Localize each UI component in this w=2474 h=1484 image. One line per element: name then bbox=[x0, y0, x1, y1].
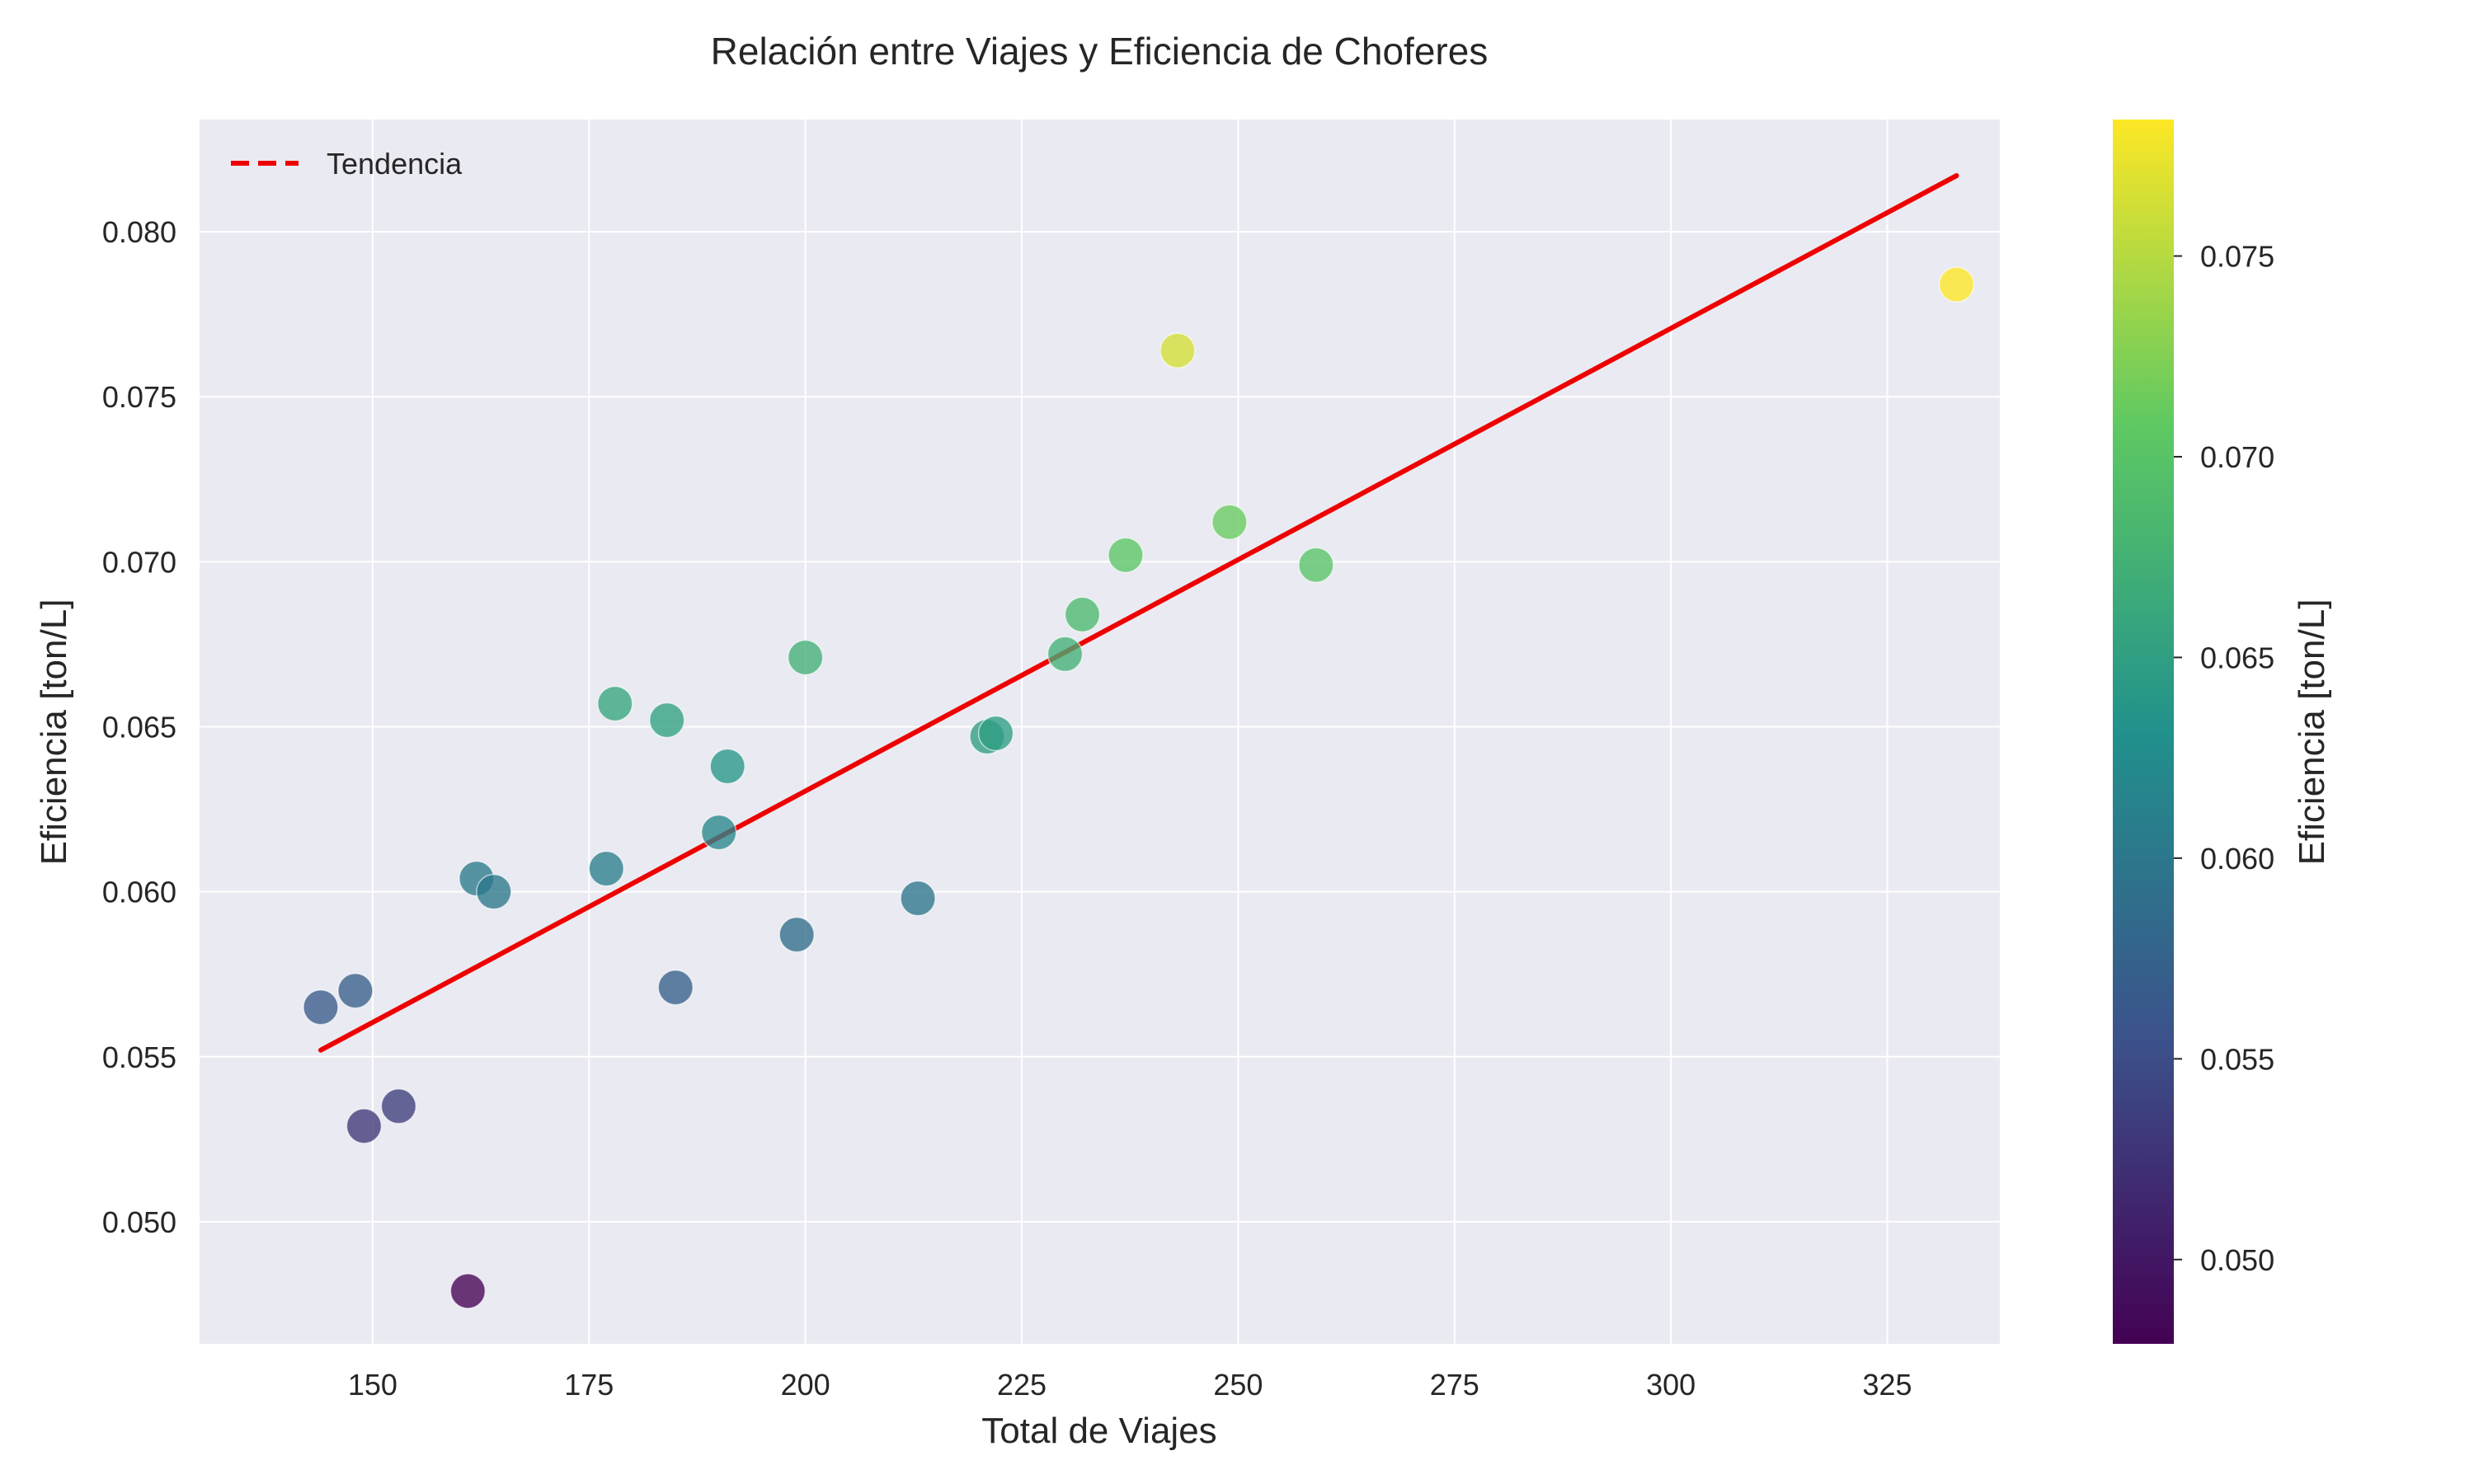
x-tick-325: 325 bbox=[1863, 1368, 1912, 1402]
data-point-20 bbox=[1064, 596, 1101, 633]
data-point-15 bbox=[787, 639, 824, 676]
data-point-14 bbox=[778, 916, 815, 953]
y-tick-0.075: 0.075 bbox=[102, 380, 176, 414]
data-point-10 bbox=[648, 702, 685, 739]
y-axis-label: Eficiencia [ton/L] bbox=[34, 599, 74, 866]
x-tick-250: 250 bbox=[1213, 1368, 1263, 1402]
legend: Tendencia bbox=[231, 147, 463, 181]
y-tick-0.080: 0.080 bbox=[102, 215, 176, 249]
data-point-21 bbox=[1108, 537, 1144, 574]
plot-area bbox=[200, 120, 2000, 1344]
data-point-23 bbox=[1211, 504, 1248, 541]
colorbar-label: Eficiencia [ton/L] bbox=[2292, 599, 2332, 866]
data-point-19 bbox=[1047, 636, 1084, 673]
y-tick-0.060: 0.060 bbox=[102, 876, 176, 909]
data-point-9 bbox=[597, 685, 633, 722]
data-point-18 bbox=[977, 715, 1014, 752]
x-tick-300: 300 bbox=[1646, 1368, 1696, 1402]
data-point-24 bbox=[1298, 547, 1334, 584]
x-tick-225: 225 bbox=[997, 1368, 1047, 1402]
colorbar-tick-0.050: 0.050 bbox=[2200, 1243, 2274, 1277]
trend-line bbox=[317, 173, 1959, 1053]
y-tick-0.055: 0.055 bbox=[102, 1040, 176, 1074]
colorbar-tick-0.055: 0.055 bbox=[2200, 1042, 2274, 1076]
data-point-2 bbox=[337, 972, 374, 1009]
x-tick-275: 275 bbox=[1430, 1368, 1479, 1402]
data-point-11 bbox=[657, 969, 694, 1006]
data-point-12 bbox=[700, 814, 737, 851]
data-point-16 bbox=[900, 880, 936, 917]
x-tick-150: 150 bbox=[348, 1368, 397, 1402]
data-points bbox=[303, 266, 1975, 1309]
colorbar-tick-0.070: 0.070 bbox=[2200, 440, 2274, 474]
x-axis-label: Total de Viajes bbox=[981, 1411, 1216, 1451]
data-point-3 bbox=[346, 1108, 383, 1144]
chart-title: Relación entre Viajes y Eficiencia de Ch… bbox=[711, 30, 1489, 73]
colorbar bbox=[2113, 120, 2174, 1344]
data-point-22 bbox=[1159, 332, 1196, 369]
data-point-25 bbox=[1938, 266, 1975, 303]
y-tick-0.070: 0.070 bbox=[102, 545, 176, 579]
colorbar-tick-0.065: 0.065 bbox=[2200, 641, 2274, 674]
colorbar-tick-0.075: 0.075 bbox=[2200, 240, 2274, 274]
y-tick-labels: 0.050 0.055 0.060 0.065 0.070 0.075 0.080 bbox=[102, 215, 176, 1239]
colorbar-tick-0.060: 0.060 bbox=[2200, 842, 2274, 876]
x-gridlines bbox=[371, 120, 1888, 1344]
x-tick-labels: 150 175 200 225 250 275 300 325 bbox=[348, 1368, 1912, 1402]
data-point-13 bbox=[709, 748, 745, 785]
y-tick-0.065: 0.065 bbox=[102, 710, 176, 744]
data-point-5 bbox=[449, 1273, 487, 1309]
data-point-4 bbox=[380, 1088, 417, 1125]
y-tick-0.050: 0.050 bbox=[102, 1205, 176, 1239]
colorbar-tick-labels: 0.050 0.055 0.060 0.065 0.070 0.075 bbox=[2174, 240, 2274, 1277]
data-point-1 bbox=[303, 989, 339, 1026]
data-point-8 bbox=[588, 850, 625, 887]
x-tick-200: 200 bbox=[781, 1368, 830, 1402]
data-point-7 bbox=[476, 873, 512, 910]
x-tick-175: 175 bbox=[564, 1368, 614, 1402]
legend-label-trend: Tendencia bbox=[327, 147, 463, 181]
